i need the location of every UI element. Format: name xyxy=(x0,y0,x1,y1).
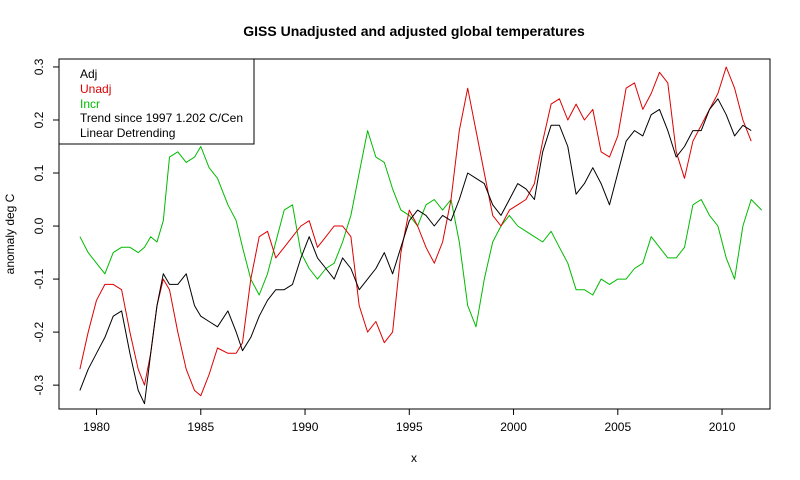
legend-box xyxy=(58,58,255,145)
y-tick-label: -0.3 xyxy=(32,374,46,395)
x-tick-label: 1985 xyxy=(187,420,214,434)
y-tick-label: 0.2 xyxy=(32,111,46,128)
x-tick-label: 2005 xyxy=(604,420,631,434)
y-tick-label: -0.1 xyxy=(32,268,46,289)
y-tick-label: -0.2 xyxy=(32,321,46,342)
x-tick-label: 2000 xyxy=(500,420,527,434)
series-layer xyxy=(79,66,763,405)
legend: Adj Unadj Incr Trend since 1997 1.202 C/… xyxy=(58,58,255,145)
legend-entry-unadj: Unadj xyxy=(80,82,111,96)
y-axis: -0.3 -0.2 -0.1 0.0 0.1 0.2 0.3 xyxy=(32,58,60,395)
x-axis-label: x xyxy=(411,451,417,465)
y-tick-label: 0.0 xyxy=(32,217,46,234)
legend-entry-detrending: Linear Detrending xyxy=(80,126,175,140)
y-tick-label: 0.1 xyxy=(32,164,46,181)
chart-title: GISS Unadjusted and adjusted global temp… xyxy=(243,23,585,39)
series-line-unadj xyxy=(79,66,752,397)
x-tick-label: 2010 xyxy=(709,420,736,434)
y-tick-label: 0.3 xyxy=(32,58,46,75)
x-axis: 1980 1985 1990 1995 2000 2005 2010 xyxy=(83,408,736,434)
legend-entry-trend: Trend since 1997 1.202 C/Cen xyxy=(80,111,243,125)
legend-entry-adj: Adj xyxy=(80,67,97,81)
series-line-incr xyxy=(79,130,763,328)
series-line-adj xyxy=(79,98,752,405)
y-axis-label: anomaly deg C xyxy=(3,193,17,274)
x-tick-label: 1990 xyxy=(292,420,319,434)
x-tick-label: 1995 xyxy=(396,420,423,434)
x-tick-label: 1980 xyxy=(83,420,110,434)
legend-entry-incr: Incr xyxy=(80,97,100,111)
